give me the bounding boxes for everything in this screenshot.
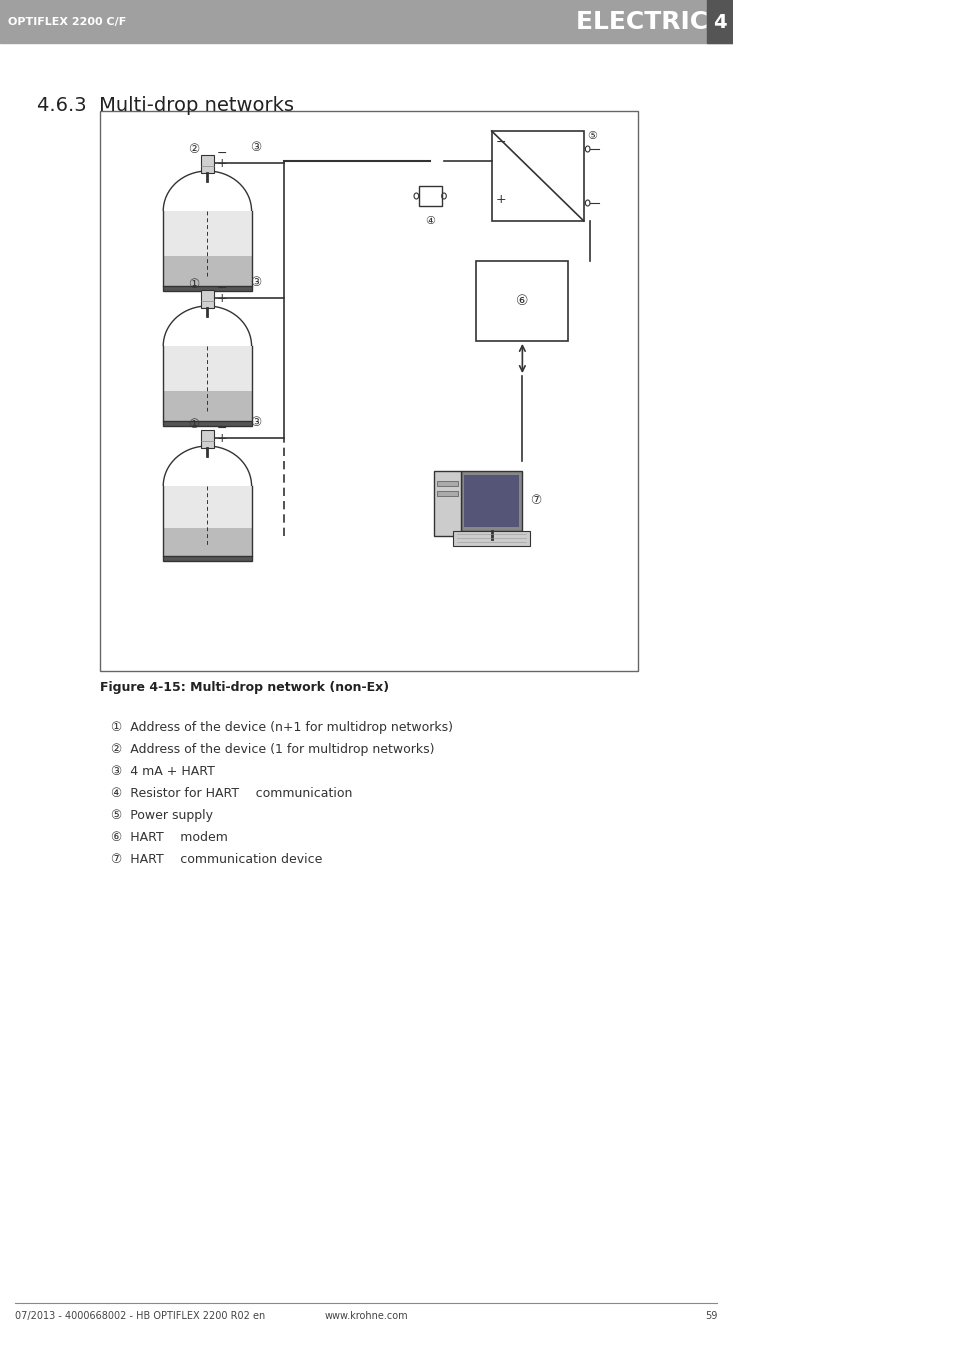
Text: ②: ② bbox=[188, 143, 199, 155]
Bar bbox=[163, 255, 252, 286]
Text: +: + bbox=[216, 157, 227, 170]
Bar bbox=[0, 0, 732, 43]
Text: ④  Resistor for HART  communication: ④ Resistor for HART communication bbox=[112, 788, 353, 800]
Bar bbox=[163, 557, 252, 561]
Bar bbox=[163, 486, 252, 557]
Bar bbox=[100, 111, 637, 671]
Bar bbox=[163, 211, 252, 286]
Bar bbox=[436, 490, 457, 496]
Bar bbox=[491, 131, 583, 222]
Text: −: − bbox=[495, 136, 505, 149]
Text: ①  Address of the device (n+1 for multidrop networks): ① Address of the device (n+1 for multidr… bbox=[112, 721, 453, 734]
Bar bbox=[201, 430, 213, 449]
Bar bbox=[463, 476, 518, 527]
Bar bbox=[163, 346, 252, 422]
Text: 59: 59 bbox=[704, 1310, 717, 1321]
Bar bbox=[201, 155, 213, 173]
Bar bbox=[453, 531, 530, 546]
Bar bbox=[418, 186, 441, 205]
Bar bbox=[163, 390, 252, 422]
Text: ②  Address of the device (1 for multidrop networks): ② Address of the device (1 for multidrop… bbox=[112, 743, 435, 757]
Text: ⑤: ⑤ bbox=[587, 131, 597, 141]
Bar bbox=[163, 422, 252, 426]
Bar bbox=[163, 286, 252, 290]
Text: www.krohne.com: www.krohne.com bbox=[324, 1310, 408, 1321]
Text: ③: ③ bbox=[250, 416, 260, 430]
Text: ①: ① bbox=[188, 278, 199, 290]
Text: 4: 4 bbox=[712, 12, 726, 31]
Text: Figure 4-15: Multi-drop network (non-Ex): Figure 4-15: Multi-drop network (non-Ex) bbox=[100, 681, 389, 694]
Text: ⑥: ⑥ bbox=[516, 295, 528, 308]
Text: OPTIFLEX 2200 C/F: OPTIFLEX 2200 C/F bbox=[8, 18, 126, 27]
Text: ③: ③ bbox=[250, 276, 260, 289]
Text: ④: ④ bbox=[425, 216, 435, 226]
Text: ⑦: ⑦ bbox=[530, 494, 540, 508]
Text: ⑤  Power supply: ⑤ Power supply bbox=[112, 809, 213, 821]
Text: ③  4 mA + HART: ③ 4 mA + HART bbox=[112, 765, 215, 778]
Bar bbox=[706, 0, 732, 43]
Bar bbox=[163, 557, 252, 561]
Bar bbox=[163, 422, 252, 426]
Bar bbox=[436, 481, 457, 486]
Text: −: − bbox=[216, 147, 227, 159]
Text: ①: ① bbox=[188, 417, 199, 431]
Text: 07/2013 - 4000668002 - HB OPTIFLEX 2200 R02 en: 07/2013 - 4000668002 - HB OPTIFLEX 2200 … bbox=[15, 1310, 265, 1321]
Bar bbox=[163, 528, 252, 557]
Text: ELECTRICAL CONNECTIONS: ELECTRICAL CONNECTIONS bbox=[576, 9, 953, 34]
Bar bbox=[434, 471, 460, 536]
Text: −: − bbox=[216, 282, 227, 295]
Text: −: − bbox=[216, 422, 227, 435]
Bar bbox=[163, 286, 252, 290]
Text: 4.6.3  Multi-drop networks: 4.6.3 Multi-drop networks bbox=[37, 96, 294, 115]
Text: ⑥  HART  modem: ⑥ HART modem bbox=[112, 831, 228, 844]
Text: ③: ③ bbox=[250, 141, 260, 154]
Bar bbox=[201, 290, 213, 308]
Bar bbox=[476, 261, 568, 340]
Bar bbox=[460, 471, 522, 531]
Text: ⑦  HART  communication device: ⑦ HART communication device bbox=[112, 852, 322, 866]
Text: +: + bbox=[495, 193, 506, 205]
Text: +: + bbox=[216, 432, 227, 444]
Text: +: + bbox=[216, 292, 227, 305]
